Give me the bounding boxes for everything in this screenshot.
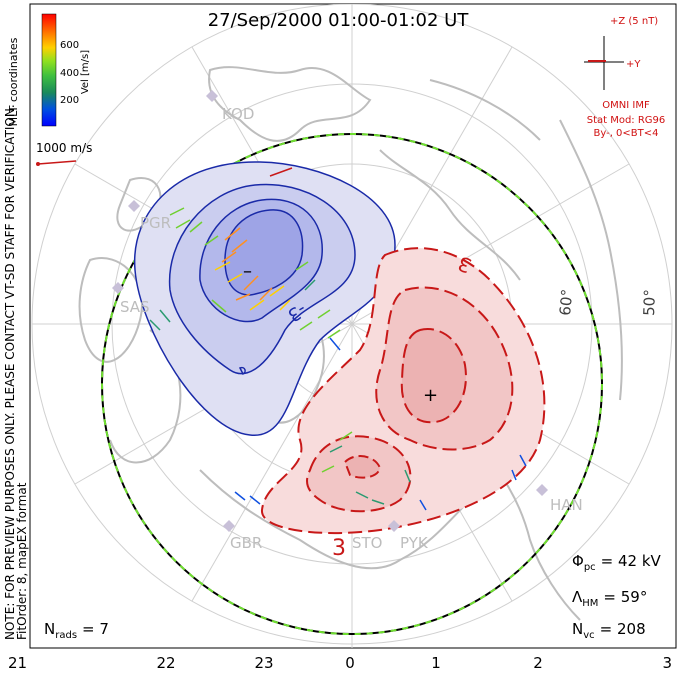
map-title: 27/Sep/2000 01:00-01:02 UT: [208, 10, 470, 31]
imf-z-label: +Z (5 nT): [610, 16, 658, 27]
stat-n-rads: Nrads = 7: [44, 620, 109, 641]
positive-contour-label-2: 3: [332, 536, 346, 561]
fitorder-note: FitOrder: 8, mapEX format: [15, 482, 29, 640]
station-pyk: PYK: [400, 534, 429, 552]
coordinates-label: MLT coordinates: [7, 37, 20, 126]
colorbar-tick-400: 400: [60, 68, 79, 79]
stat-lambda-hm: ΛHM = 59°: [572, 588, 647, 609]
potential-max-marker: +: [423, 385, 438, 406]
imf-model: Stat Mod: RG96: [587, 115, 666, 126]
imf-dial: [584, 36, 624, 90]
potential-min-marker: –: [243, 261, 252, 282]
imf-y-label: +Y: [626, 59, 641, 70]
imf-condition: By-, 0<BT<4: [593, 128, 658, 139]
velocity-scale-dot: [36, 162, 40, 166]
imf-source: OMNI IMF: [602, 100, 650, 111]
mlt-label-3: 3: [662, 654, 672, 672]
station-pgr: PGR: [140, 214, 171, 232]
colorbar-title: Vel [m/s]: [80, 50, 91, 94]
preview-note: NOTE: FOR PREVIEW PURPOSES ONLY. PLEASE …: [3, 104, 17, 640]
station-sas: SAS: [120, 298, 150, 316]
negative-cell: [133, 161, 396, 436]
velocity-colorbar: [41, 13, 57, 127]
stat-phi-pc: Φpc = 42 kV: [572, 552, 662, 573]
colorbar-tick-600: 600: [60, 40, 79, 51]
mlt-label-2: 2: [533, 654, 543, 672]
colorbar-tick-200: 200: [60, 95, 79, 106]
station-gbr: GBR: [230, 534, 262, 552]
station-kod: KOD: [222, 105, 254, 123]
lat-label-60: 60°: [556, 288, 576, 316]
lat-label-50: 50°: [640, 289, 659, 316]
mlt-label-22: 22: [156, 654, 175, 672]
station-markers: [112, 90, 548, 532]
mlt-label-23: 23: [254, 654, 273, 672]
station-han: HAN: [550, 496, 583, 514]
hm-boundary-dash: [101, 133, 603, 635]
velocity-scale-label: 1000 m/s: [36, 141, 92, 155]
stat-n-vc: Nvc = 208: [572, 620, 646, 641]
mlt-label-1: 1: [431, 654, 441, 672]
positive-cell: [260, 247, 546, 535]
mlt-label-21: 21: [8, 654, 27, 672]
velocity-scale-arrow: [37, 160, 77, 165]
velocity-vectors: [149, 167, 527, 511]
mlt-label-0: 0: [345, 654, 355, 672]
station-sto: STO: [352, 534, 383, 552]
